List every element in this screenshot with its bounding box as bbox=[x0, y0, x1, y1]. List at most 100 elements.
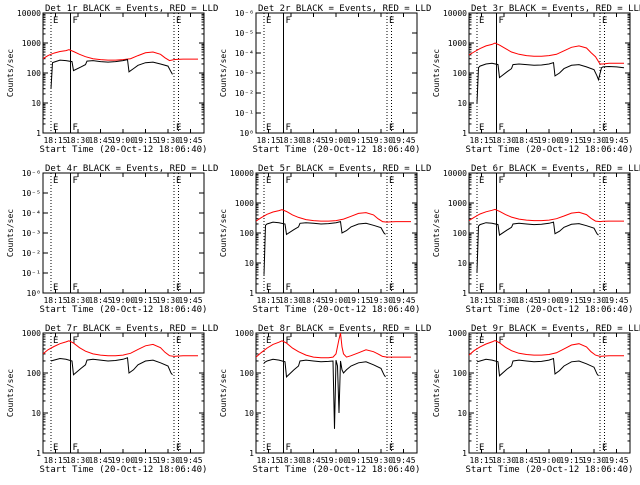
events-series-line bbox=[476, 357, 599, 377]
marker-label-top: E bbox=[176, 336, 181, 346]
plot-frame bbox=[255, 12, 418, 134]
plot-frame bbox=[42, 172, 205, 294]
x-tick-label: 19:30 bbox=[156, 456, 180, 465]
x-tick-label: 19:30 bbox=[369, 296, 393, 305]
marker-label-top: E bbox=[479, 336, 484, 346]
x-axis-label: Start Time (20-Oct-12 18:06:40) bbox=[466, 305, 634, 315]
y-axis-label: Counts/sec bbox=[6, 209, 15, 257]
y-tick-label: 10000 bbox=[443, 169, 467, 178]
plot-frame bbox=[255, 332, 418, 454]
panel-7: Det 7r BLACK = Events, RED = LLD18:1518:… bbox=[6, 324, 218, 475]
x-tick-label: 18:15 bbox=[43, 296, 67, 305]
x-axis-label: Start Time (20-Oct-12 18:06:40) bbox=[40, 305, 208, 315]
x-axis-label: Start Time (20-Oct-12 18:06:40) bbox=[466, 145, 634, 155]
x-tick-label: 18:45 bbox=[514, 136, 538, 145]
marker-label-bottom: E bbox=[266, 283, 271, 293]
panel-title: Det 3r BLACK = Events, RED = LLD bbox=[471, 4, 640, 14]
events-series-line bbox=[50, 58, 173, 89]
x-tick-label: 18:15 bbox=[256, 136, 280, 145]
plot-frame bbox=[42, 332, 205, 454]
x-tick-label: 18:15 bbox=[43, 136, 67, 145]
marker-label-top: E bbox=[389, 176, 394, 186]
marker-label-top: E bbox=[176, 16, 181, 26]
marker-label-top: E bbox=[479, 16, 484, 26]
marker-label-top: E bbox=[389, 336, 394, 346]
x-axis-label: Start Time (20-Oct-12 18:06:40) bbox=[253, 465, 421, 475]
marker-label-top: F bbox=[498, 176, 503, 186]
marker-label-bottom: F bbox=[498, 283, 503, 293]
x-tick-label: 19:30 bbox=[369, 456, 393, 465]
lld-series-line bbox=[256, 209, 411, 223]
y-tick-label: 1 bbox=[36, 129, 41, 138]
panel-5: Det 5r BLACK = Events, RED = LLD18:1518:… bbox=[219, 164, 431, 315]
x-tick-label: 18:45 bbox=[301, 296, 325, 305]
marker-label-bottom: F bbox=[498, 123, 503, 133]
y-tick-label: 10⁻⁶ bbox=[235, 9, 254, 18]
marker-label-top: F bbox=[498, 16, 503, 26]
marker-label-top: F bbox=[72, 16, 77, 26]
marker-label-bottom: E bbox=[266, 443, 271, 453]
plot-frame bbox=[468, 332, 631, 454]
marker-label-top: E bbox=[602, 336, 607, 346]
x-tick-label: 18:15 bbox=[256, 296, 280, 305]
x-tick-label: 18:45 bbox=[88, 296, 112, 305]
marker-label-top: E bbox=[602, 16, 607, 26]
marker-label-top: E bbox=[176, 176, 181, 186]
x-tick-label: 19:00 bbox=[111, 296, 135, 305]
marker-label-top: E bbox=[479, 176, 484, 186]
x-tick-label: 18:15 bbox=[43, 456, 67, 465]
y-tick-label: 100 bbox=[27, 69, 42, 78]
x-tick-label: 19:00 bbox=[324, 456, 348, 465]
x-tick-label: 19:30 bbox=[369, 136, 393, 145]
lld-series-line bbox=[469, 339, 624, 357]
lld-series-line bbox=[469, 42, 624, 65]
y-tick-label: 1000 bbox=[448, 39, 467, 48]
x-tick-label: 19:30 bbox=[582, 456, 606, 465]
x-tick-label: 18:30 bbox=[66, 136, 90, 145]
y-tick-label: 100 bbox=[240, 369, 255, 378]
plot-frame bbox=[42, 12, 205, 134]
x-tick-label: 19:15 bbox=[346, 456, 370, 465]
x-tick-label: 18:45 bbox=[88, 456, 112, 465]
panel-1: Det 1r BLACK = Events, RED = LLD18:1518:… bbox=[6, 4, 218, 155]
marker-label-top: F bbox=[285, 176, 290, 186]
lld-series-line bbox=[43, 340, 198, 357]
y-tick-label: 10000 bbox=[443, 9, 467, 18]
events-series-line bbox=[50, 357, 173, 376]
panel-title: Det 8r BLACK = Events, RED = LLD bbox=[258, 324, 431, 334]
marker-label-top: E bbox=[266, 336, 271, 346]
panel-8: Det 8r BLACK = Events, RED = LLD18:1518:… bbox=[219, 324, 431, 475]
panel-title: Det 9r BLACK = Events, RED = LLD bbox=[471, 324, 640, 334]
x-tick-label: 18:30 bbox=[492, 296, 516, 305]
plot-frame bbox=[255, 172, 418, 294]
y-tick-label: 10⁻⁴ bbox=[22, 209, 41, 218]
x-tick-label: 19:30 bbox=[582, 136, 606, 145]
x-tick-label: 19:00 bbox=[537, 136, 561, 145]
panel-2: Det 2r BLACK = Events, RED = LLD18:1518:… bbox=[219, 4, 431, 155]
y-tick-label: 1 bbox=[462, 129, 467, 138]
x-tick-label: 19:00 bbox=[324, 296, 348, 305]
marker-label-bottom: F bbox=[72, 283, 77, 293]
y-tick-label: 10 bbox=[31, 99, 41, 108]
y-tick-label: 10⁻¹ bbox=[22, 269, 41, 278]
y-tick-label: 10 bbox=[244, 409, 254, 418]
panel-title: Det 4r BLACK = Events, RED = LLD bbox=[45, 164, 218, 174]
y-tick-label: 1000 bbox=[235, 329, 254, 338]
x-tick-label: 19:45 bbox=[178, 456, 202, 465]
marker-label-bottom: F bbox=[72, 443, 77, 453]
y-tick-label: 10000 bbox=[230, 169, 254, 178]
y-tick-label: 10 bbox=[457, 409, 467, 418]
panel-9: Det 9r BLACK = Events, RED = LLD18:1518:… bbox=[432, 324, 640, 475]
panel-title: Det 7r BLACK = Events, RED = LLD bbox=[45, 324, 218, 334]
y-tick-label: 100 bbox=[453, 229, 468, 238]
x-tick-label: 19:30 bbox=[156, 296, 180, 305]
marker-label-bottom: F bbox=[72, 123, 77, 133]
y-tick-label: 10⁻⁶ bbox=[22, 169, 41, 178]
lld-series-line bbox=[43, 49, 198, 62]
panel-title: Det 2r BLACK = Events, RED = LLD bbox=[258, 4, 431, 14]
x-tick-label: 19:45 bbox=[604, 456, 628, 465]
x-tick-label: 18:30 bbox=[66, 456, 90, 465]
marker-label-top: F bbox=[72, 176, 77, 186]
y-tick-label: 10⁻¹ bbox=[235, 109, 254, 118]
